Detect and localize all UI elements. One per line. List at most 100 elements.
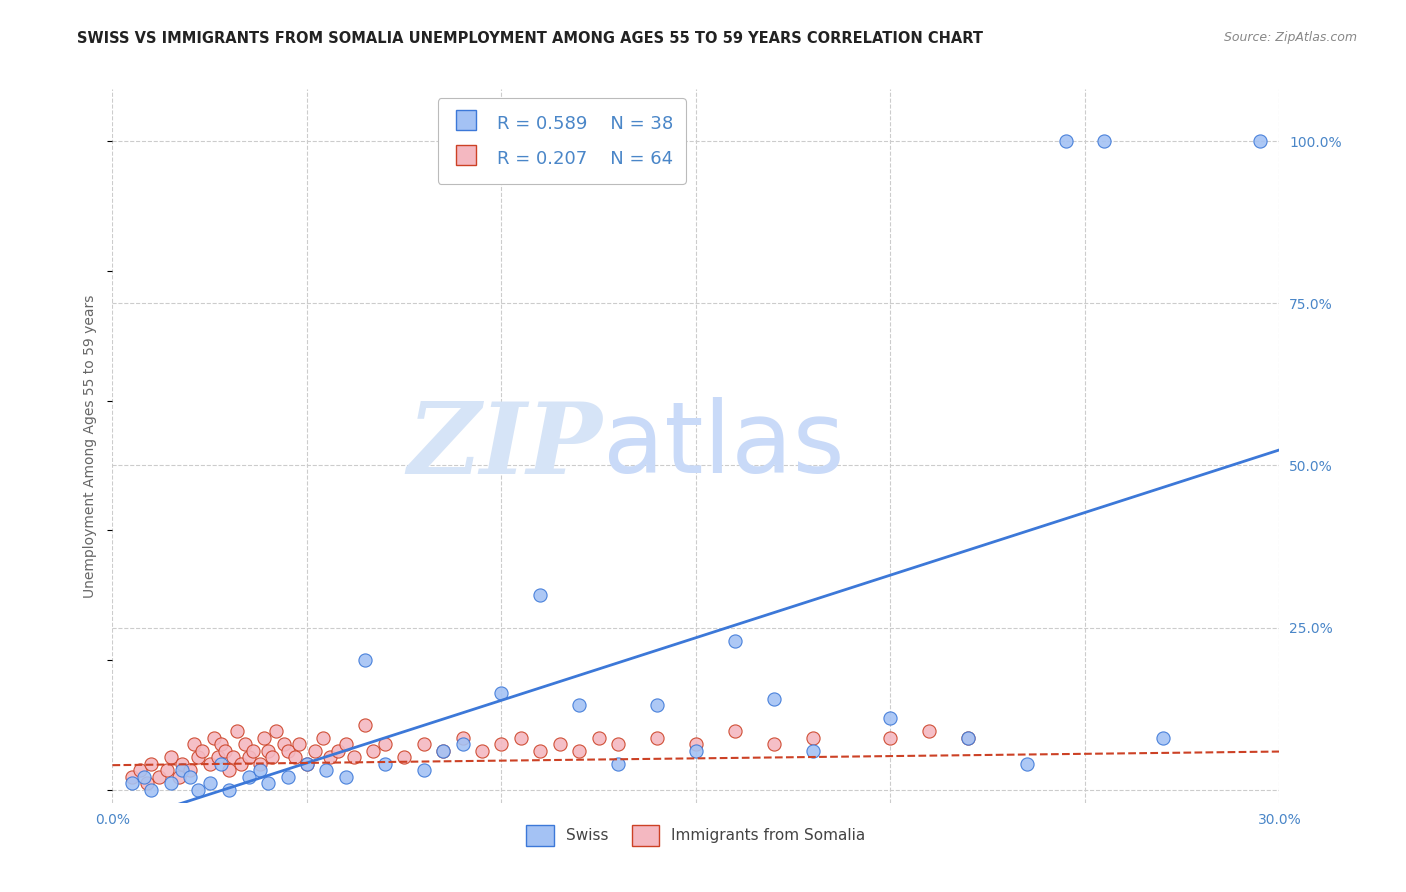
Point xyxy=(141,782,163,797)
Point xyxy=(214,744,236,758)
Text: ZIP: ZIP xyxy=(408,398,603,494)
Point xyxy=(295,756,318,771)
Point xyxy=(136,776,159,790)
Point xyxy=(191,744,214,758)
Point xyxy=(183,738,205,752)
Point xyxy=(233,738,256,752)
Point xyxy=(918,724,941,739)
Point xyxy=(801,744,824,758)
Point xyxy=(724,724,747,739)
Point xyxy=(491,738,513,752)
Point xyxy=(529,588,551,602)
Point xyxy=(394,750,416,764)
Point xyxy=(148,770,170,784)
Point xyxy=(1152,731,1174,745)
Point xyxy=(354,718,377,732)
Point xyxy=(160,750,183,764)
Point xyxy=(128,764,150,778)
Point xyxy=(284,750,307,764)
Point xyxy=(374,756,396,771)
Point xyxy=(491,685,513,699)
Point xyxy=(685,738,707,752)
Point xyxy=(354,653,377,667)
Point xyxy=(319,750,342,764)
Text: Source: ZipAtlas.com: Source: ZipAtlas.com xyxy=(1223,31,1357,45)
Y-axis label: Unemployment Among Ages 55 to 59 years: Unemployment Among Ages 55 to 59 years xyxy=(83,294,97,598)
Point xyxy=(471,744,494,758)
Point xyxy=(451,738,474,752)
Point xyxy=(207,750,229,764)
Point xyxy=(273,738,295,752)
Point xyxy=(276,744,298,758)
Point xyxy=(335,770,357,784)
Point xyxy=(607,756,630,771)
Point xyxy=(209,738,232,752)
Point xyxy=(315,764,337,778)
Point xyxy=(1054,134,1077,148)
Point xyxy=(202,731,225,745)
Point xyxy=(374,738,396,752)
Point xyxy=(288,738,311,752)
Point xyxy=(172,764,194,778)
Point xyxy=(121,770,143,784)
Point xyxy=(529,744,551,758)
Point xyxy=(260,750,283,764)
Point xyxy=(198,776,221,790)
Point xyxy=(276,770,298,784)
Point xyxy=(257,744,280,758)
Point xyxy=(187,750,209,764)
Point xyxy=(218,782,240,797)
Point xyxy=(238,770,260,784)
Point xyxy=(222,750,245,764)
Point xyxy=(548,738,571,752)
Point xyxy=(335,738,357,752)
Point xyxy=(762,692,785,706)
Point xyxy=(242,744,264,758)
Point xyxy=(132,770,155,784)
Point xyxy=(801,731,824,745)
Point xyxy=(141,756,163,771)
Point xyxy=(304,744,326,758)
Point xyxy=(238,750,260,764)
Point xyxy=(762,738,785,752)
Point xyxy=(249,764,271,778)
Text: atlas: atlas xyxy=(603,398,844,494)
Point xyxy=(198,756,221,771)
Point xyxy=(509,731,531,745)
Point xyxy=(879,711,901,725)
Point xyxy=(432,744,454,758)
Point xyxy=(957,731,980,745)
Point xyxy=(412,764,434,778)
Point xyxy=(588,731,610,745)
Point xyxy=(879,731,901,745)
Point xyxy=(264,724,287,739)
Point xyxy=(1249,134,1271,148)
Point xyxy=(451,731,474,745)
Point xyxy=(209,756,232,771)
Legend: Swiss, Immigrants from Somalia: Swiss, Immigrants from Somalia xyxy=(520,818,872,852)
Point xyxy=(179,764,201,778)
Point xyxy=(257,776,280,790)
Point xyxy=(343,750,366,764)
Point xyxy=(226,724,249,739)
Point xyxy=(685,744,707,758)
Point xyxy=(724,633,747,648)
Point xyxy=(167,770,190,784)
Point xyxy=(249,756,271,771)
Point xyxy=(326,744,349,758)
Point xyxy=(160,776,183,790)
Point xyxy=(253,731,276,745)
Point xyxy=(412,738,434,752)
Point xyxy=(645,731,668,745)
Point xyxy=(187,782,209,797)
Point xyxy=(1094,134,1116,148)
Point xyxy=(229,756,252,771)
Point xyxy=(432,744,454,758)
Point xyxy=(172,756,194,771)
Point xyxy=(121,776,143,790)
Point xyxy=(1015,756,1038,771)
Point xyxy=(179,770,201,784)
Point xyxy=(295,756,318,771)
Point xyxy=(156,764,179,778)
Point xyxy=(311,731,333,745)
